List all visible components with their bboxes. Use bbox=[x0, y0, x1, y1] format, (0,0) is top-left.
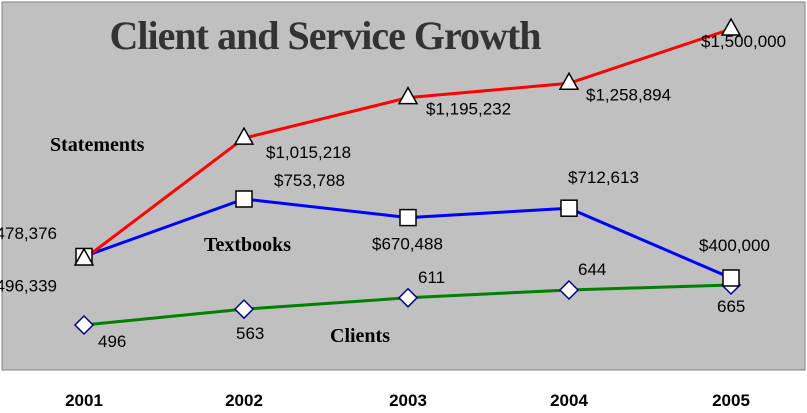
chart-title: Client and Service Growth bbox=[110, 13, 542, 58]
data-label-statements-2002: $1,015,218 bbox=[266, 143, 351, 162]
data-label-clients-2005: 665 bbox=[717, 297, 745, 316]
marker-statements-2002 bbox=[233, 126, 255, 145]
data-label-textbooks-2003: $670,488 bbox=[372, 235, 443, 254]
data-label-clients-2001: 496 bbox=[98, 332, 126, 351]
label-layer: $478,376 $1,015,218 $1,195,232 $1,258,894 $1… bbox=[0, 32, 786, 351]
x-tick-label-2002: 2002 bbox=[225, 391, 263, 410]
data-label-statements-2005: $1,500,000 bbox=[701, 32, 786, 51]
data-label-statements-2001: $478,376 bbox=[0, 224, 57, 243]
data-label-textbooks-2004: $712,613 bbox=[568, 168, 639, 187]
marker-textbooks-2003 bbox=[399, 208, 417, 227]
marker-statements-2004 bbox=[558, 71, 580, 91]
series-name-textbooks: Textbooks bbox=[204, 234, 291, 256]
series-layer bbox=[73, 17, 742, 336]
x-tick-label-2004: 2004 bbox=[550, 391, 588, 410]
data-label-statements-2004: $1,258,894 bbox=[586, 85, 671, 104]
marker-statements-2003 bbox=[397, 86, 419, 105]
data-label-textbooks-2002: $753,788 bbox=[274, 171, 345, 190]
data-label-clients-2002: 563 bbox=[236, 324, 264, 343]
data-label-textbooks-2005: $400,000 bbox=[699, 236, 770, 255]
marker-textbooks-2005 bbox=[722, 269, 740, 287]
marker-statements-2005 bbox=[720, 17, 742, 36]
marker-clients-2002 bbox=[233, 299, 255, 320]
x-tick-label-2001: 2001 bbox=[65, 391, 103, 410]
series-name-statements: Statements bbox=[50, 134, 145, 156]
marker-textbooks-2002 bbox=[235, 190, 253, 208]
data-label-statements-2003: $1,195,232 bbox=[426, 100, 511, 119]
marker-clients-2004 bbox=[558, 279, 580, 301]
marker-statements-2001 bbox=[73, 247, 95, 266]
x-tick-label-2003: 2003 bbox=[389, 391, 427, 410]
plot-area bbox=[1, 1, 806, 371]
marker-clients-2001 bbox=[73, 314, 95, 336]
series-name-clients: Clients bbox=[330, 325, 390, 347]
marker-textbooks-2004 bbox=[560, 199, 578, 217]
data-label-textbooks-2001: $496,339 bbox=[0, 276, 57, 295]
data-label-clients-2004: 644 bbox=[578, 260, 606, 279]
x-axis: 2001 2002 2003 2004 2005 bbox=[65, 391, 750, 410]
x-tick-label-2005: 2005 bbox=[712, 391, 750, 410]
marker-clients-2003 bbox=[397, 287, 419, 308]
data-label-clients-2003: 611 bbox=[418, 268, 445, 287]
